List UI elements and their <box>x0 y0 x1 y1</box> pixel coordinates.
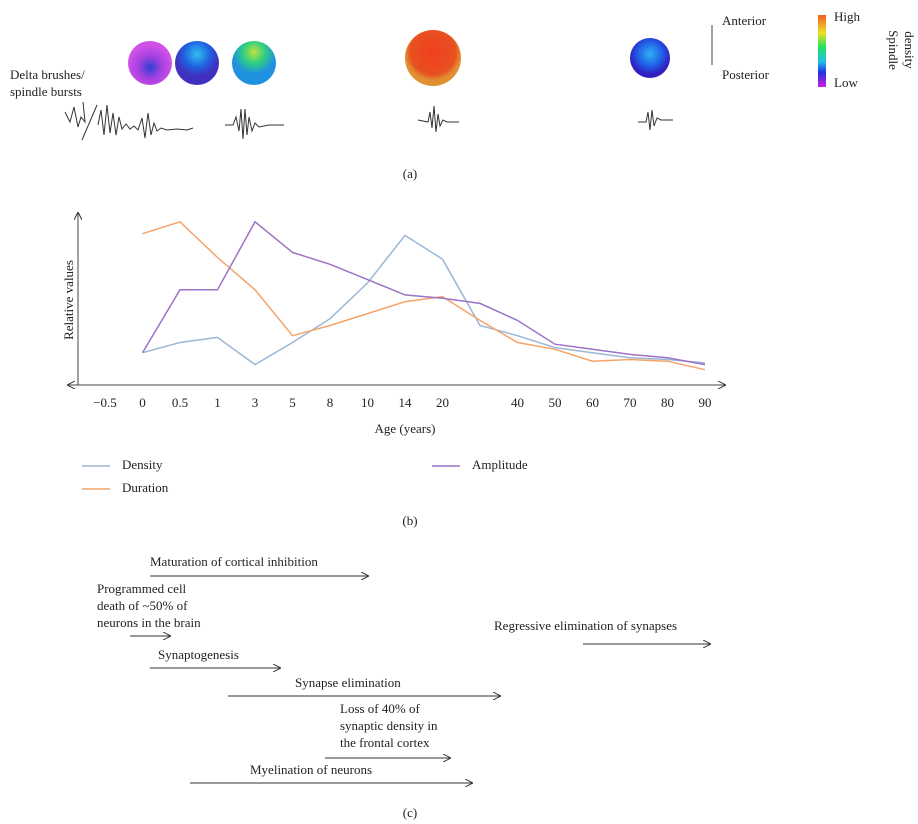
sphere <box>232 41 276 85</box>
legend-label: Amplitude <box>472 457 528 472</box>
x-tick-label: 14 <box>399 395 413 410</box>
x-tick-label: 60 <box>586 395 599 410</box>
panel-label: (c) <box>403 805 417 820</box>
colorbar-title: density <box>902 31 917 69</box>
legend-label: Density <box>122 457 163 472</box>
x-tick-label: 50 <box>549 395 562 410</box>
event-label: Myelination of neurons <box>250 762 372 777</box>
anterior-label: Anterior <box>722 13 767 28</box>
sphere <box>405 30 461 86</box>
legend-label: Duration <box>122 480 169 495</box>
low-label: Low <box>834 75 858 90</box>
y-axis-label: Relative values <box>61 260 76 340</box>
waveform <box>65 102 193 140</box>
x-tick-label: 90 <box>699 395 712 410</box>
x-tick-label: 10 <box>361 395 374 410</box>
event-label: neurons in the brain <box>97 615 201 630</box>
colorbar <box>818 15 826 87</box>
event-label: death of ~50% of <box>97 598 188 613</box>
panel-label: (b) <box>402 513 417 528</box>
x-tick-label: 0 <box>139 395 146 410</box>
sphere <box>630 38 670 78</box>
waveform <box>418 106 459 132</box>
event-label: Synaptogenesis <box>158 647 239 662</box>
panel-b: Relative values Age (years) (b) −0.5 0 0.5… <box>61 213 725 528</box>
sphere <box>128 41 172 85</box>
panel-a: Delta brushes/ spindle bursts Anterior P… <box>10 9 917 181</box>
event-label: Programmed cell <box>97 581 187 596</box>
x-tick-label: 3 <box>252 395 259 410</box>
event-label: Synapse elimination <box>295 675 401 690</box>
series-line <box>143 222 706 370</box>
waveform <box>638 110 673 130</box>
event-label: the frontal cortex <box>340 735 430 750</box>
x-tick-label: 8 <box>327 395 334 410</box>
x-tick-label: 70 <box>624 395 637 410</box>
event-label: Regressive elimination of synapses <box>494 618 677 633</box>
colorbar-title: Spindle <box>886 30 901 70</box>
x-tick-label: 5 <box>289 395 296 410</box>
posterior-label: Posterior <box>722 67 770 82</box>
x-tick-label: 80 <box>661 395 674 410</box>
left-label: Delta brushes/ <box>10 67 85 82</box>
x-axis-label: Age (years) <box>375 421 436 436</box>
figure: Delta brushes/ spindle bursts Anterior P… <box>0 0 918 824</box>
x-tick-label: −0.5 <box>93 395 117 410</box>
event-label: Loss of 40% of <box>340 701 420 716</box>
waveform <box>225 109 284 139</box>
sphere <box>175 41 219 85</box>
x-tick-label: 1 <box>214 395 221 410</box>
x-tick-label: 40 <box>511 395 524 410</box>
panel-c: Maturation of cortical inhibition Progra… <box>97 554 710 820</box>
series-line <box>143 235 706 364</box>
high-label: High <box>834 9 861 24</box>
series-line <box>143 222 706 365</box>
event-label: synaptic density in <box>340 718 438 733</box>
x-tick-label: 20 <box>436 395 449 410</box>
event-label: Maturation of cortical inhibition <box>150 554 318 569</box>
panel-label: (a) <box>403 166 417 181</box>
left-label: spindle bursts <box>10 84 82 99</box>
x-tick-label: 0.5 <box>172 395 188 410</box>
